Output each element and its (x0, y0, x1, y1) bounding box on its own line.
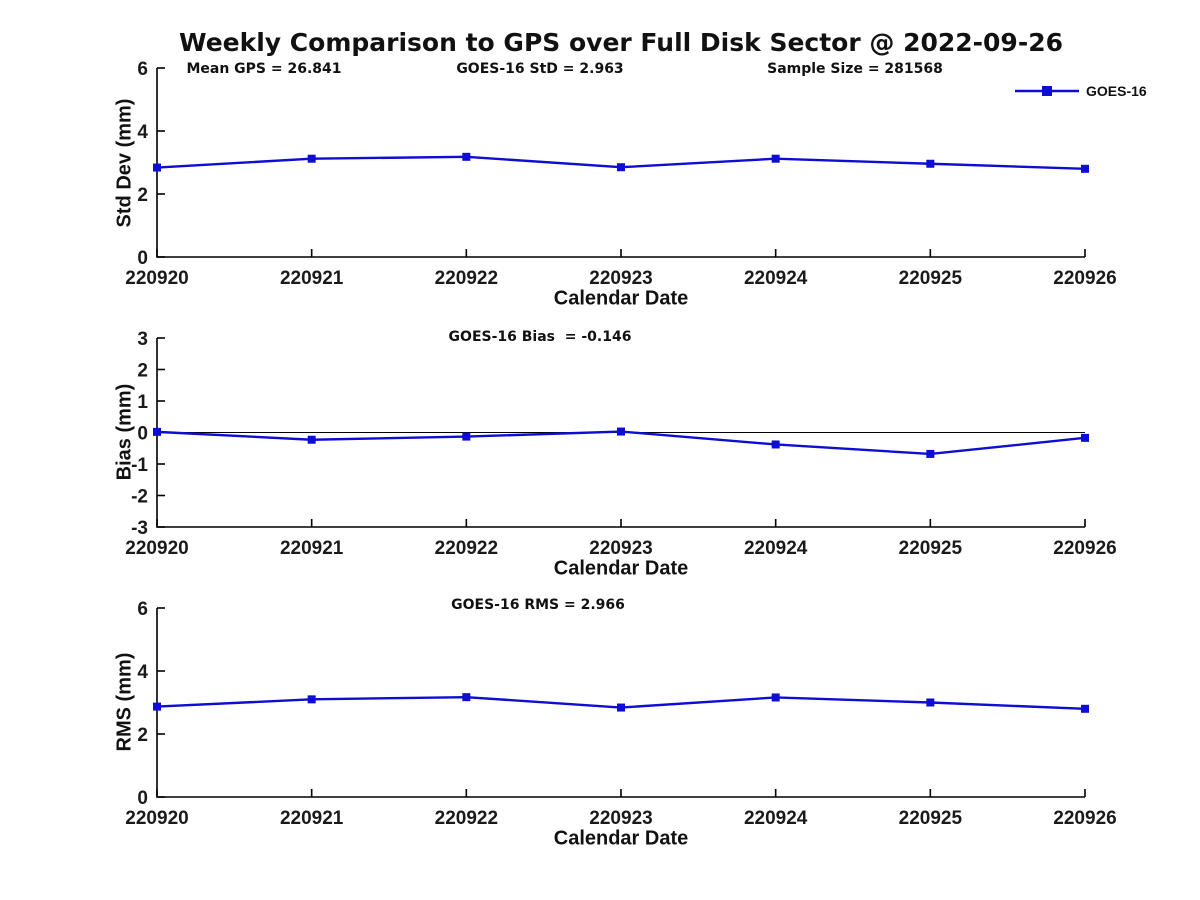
data-point-marker (153, 163, 161, 172)
data-point-marker (462, 152, 471, 161)
x-tick-label: 220922 (435, 808, 498, 829)
x-tick-label: 220926 (1053, 808, 1116, 829)
x-tick-label: 220924 (744, 538, 808, 559)
y-tick-label: 6 (137, 599, 148, 620)
y-tick-label: 0 (137, 788, 148, 809)
data-point-marker (307, 154, 316, 163)
x-tick-label: 220925 (899, 268, 963, 289)
data-point-marker (1081, 704, 1089, 713)
x-tick-label: 220924 (744, 808, 808, 829)
x-tick-label: 220921 (280, 538, 344, 559)
calendar-date-label-top: Calendar Date (553, 287, 689, 310)
sample-size-annotation: Sample Size = 281568 (767, 61, 943, 77)
x-tick-label: 220921 (280, 268, 344, 289)
goes16-std-annotation: GOES-16 StD = 2.963 (456, 61, 624, 77)
y-tick-label: 1 (137, 392, 148, 413)
legend-line-marker-icon (1015, 86, 1079, 96)
data-point-marker (771, 154, 780, 163)
figure-title: Weekly Comparison to GPS over Full Disk … (179, 28, 1063, 57)
x-tick-label: 220923 (589, 268, 652, 289)
data-point-marker (153, 702, 161, 711)
x-tick-label: 220920 (125, 538, 188, 559)
y-tick-label: 2 (137, 361, 148, 382)
x-tick-label: 220924 (744, 268, 808, 289)
x-tick-label: 220920 (125, 808, 188, 829)
data-point-marker (617, 163, 625, 172)
data-point-marker (1081, 164, 1089, 173)
legend: GOES-16 (1015, 83, 1147, 99)
x-tick-label: 220923 (589, 808, 652, 829)
y-tick-label: 6 (137, 59, 148, 80)
goes16-bias-annotation: GOES-16 Bias = -0.146 (448, 329, 632, 345)
x-tick-label: 220925 (899, 808, 963, 829)
data-point-marker (926, 698, 935, 707)
x-tick-label: 220922 (435, 268, 498, 289)
x-tick-label: 220921 (280, 808, 344, 829)
data-point-marker (462, 432, 471, 441)
y-tick-label: 2 (137, 185, 148, 206)
y-tick-label: -3 (131, 518, 148, 539)
x-tick-label: 220923 (589, 538, 652, 559)
y-tick-label: -2 (131, 487, 148, 508)
y-tick-label: 0 (137, 248, 148, 269)
data-point-marker (307, 435, 316, 444)
x-tick-label: 220925 (899, 538, 963, 559)
data-point-marker (926, 449, 935, 458)
data-point-marker (1081, 433, 1089, 442)
axis-line (156, 68, 1085, 258)
mean-gps-annotation: Mean GPS = 26.841 (186, 61, 342, 77)
calendar-date-label-bottom: Calendar Date (553, 827, 689, 850)
y-tick-label: 3 (137, 329, 148, 350)
y-tick-label: 0 (137, 424, 148, 445)
data-point-marker (153, 427, 161, 436)
y-tick-label: 4 (137, 122, 148, 143)
data-point-marker (462, 693, 471, 702)
x-tick-label: 220920 (125, 268, 188, 289)
legend-label: GOES-16 (1086, 83, 1147, 99)
data-point-marker (307, 695, 316, 704)
x-tick-label: 220926 (1053, 538, 1116, 559)
x-tick-label: 220922 (435, 538, 498, 559)
data-point-marker (926, 159, 935, 168)
y-tick-label: 4 (137, 662, 148, 683)
goes16-rms-annotation: GOES-16 RMS = 2.966 (451, 597, 625, 613)
y-tick-label: 2 (137, 725, 148, 746)
x-tick-label: 220926 (1053, 268, 1116, 289)
y-tick-label: -1 (131, 455, 148, 476)
data-point-marker (771, 440, 780, 449)
calendar-date-label-middle: Calendar Date (553, 557, 689, 580)
data-point-marker (617, 703, 625, 712)
data-point-marker (771, 693, 780, 702)
data-point-marker (617, 427, 625, 436)
